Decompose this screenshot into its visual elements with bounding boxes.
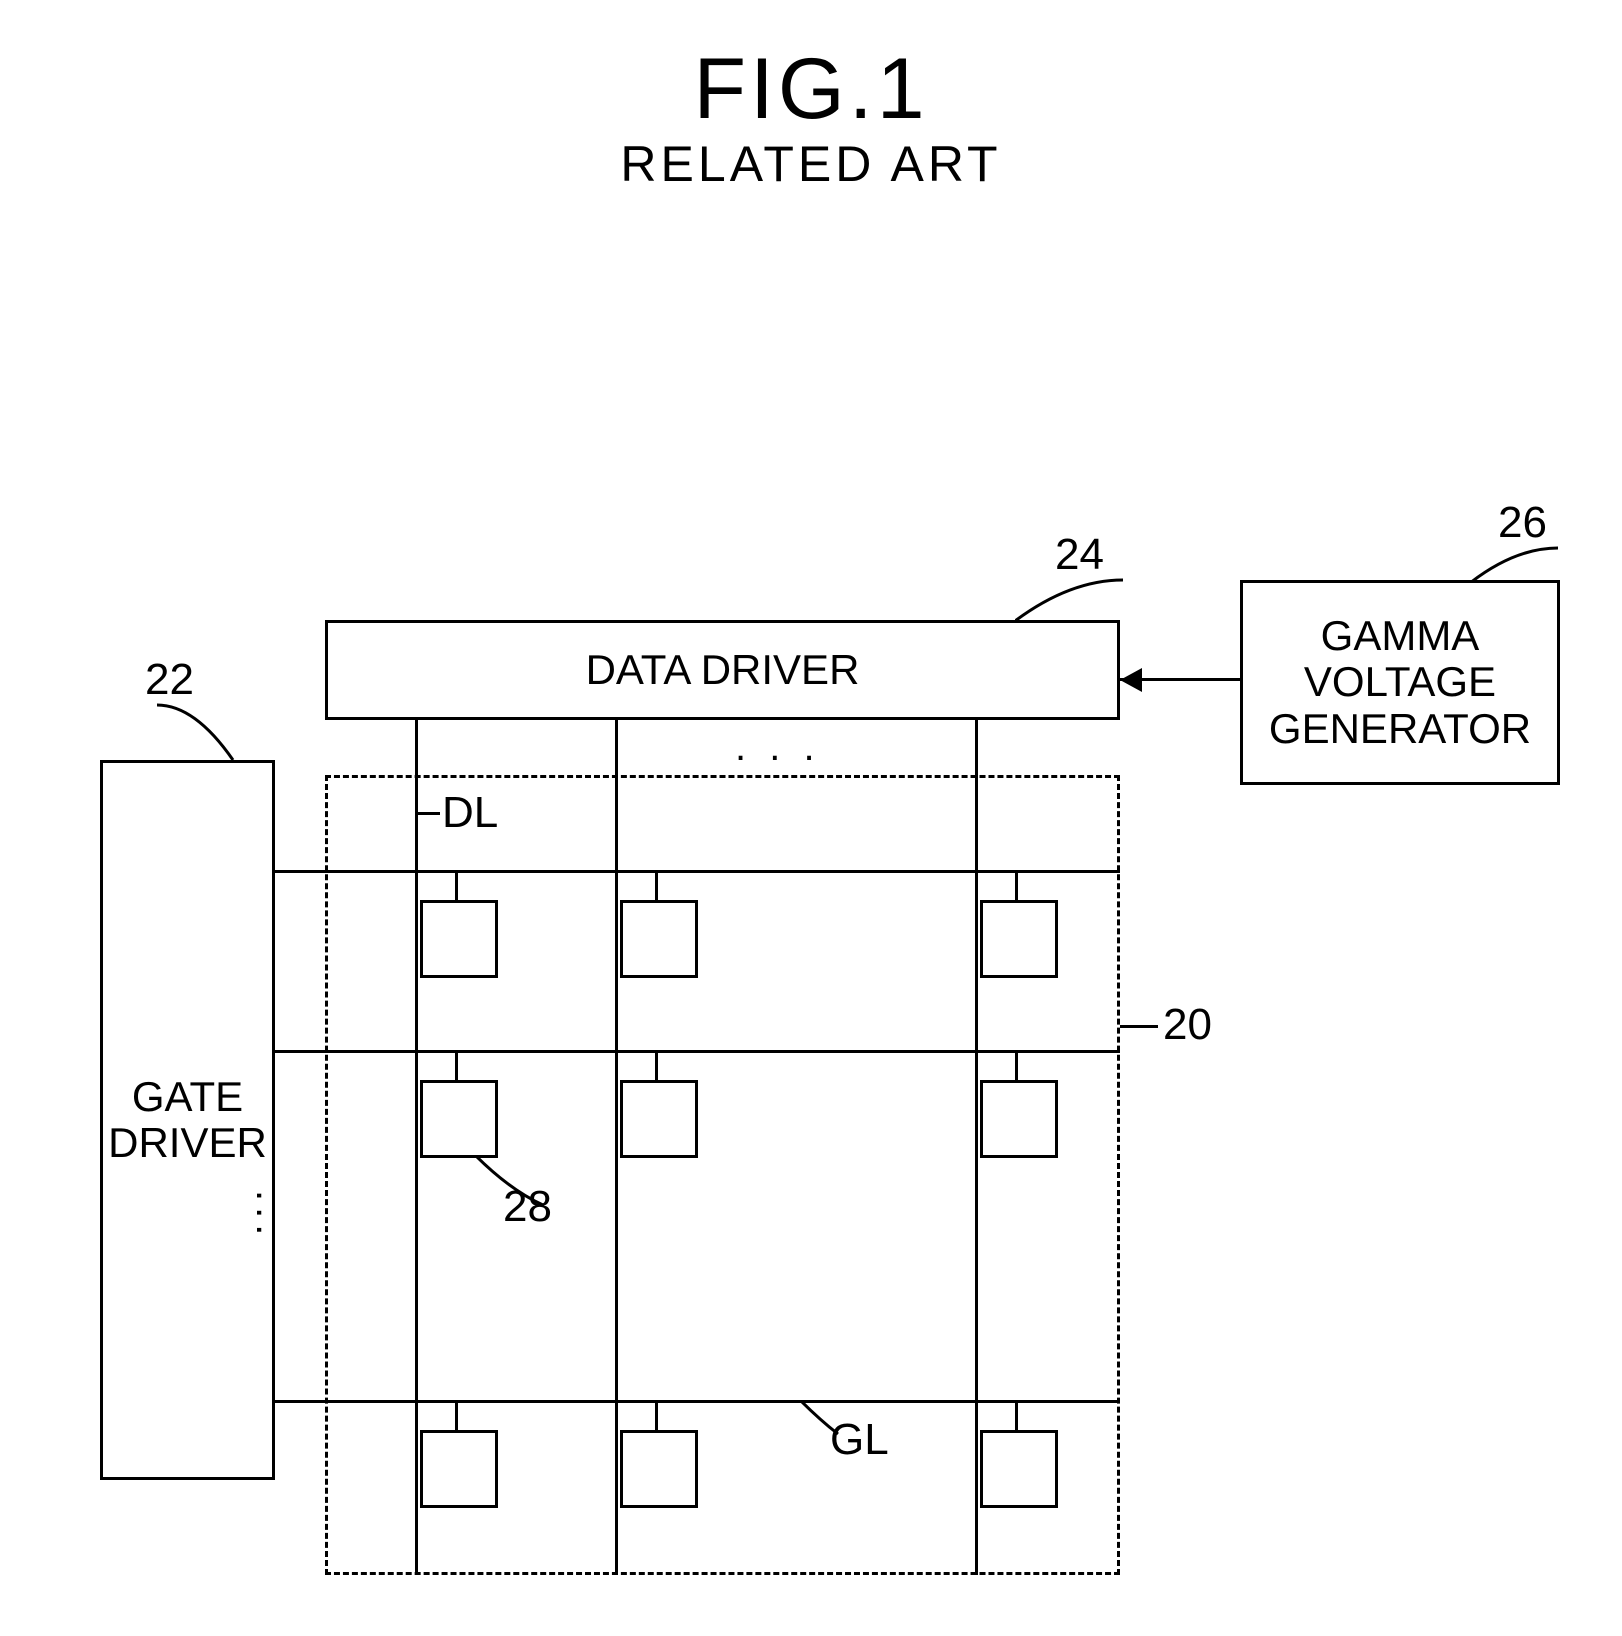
data-line-1 bbox=[415, 720, 418, 1575]
pixel-1-1 bbox=[420, 900, 498, 978]
pixel-stub bbox=[1015, 1050, 1018, 1080]
dots-left: ... bbox=[247, 1190, 292, 1241]
pixel-stub bbox=[655, 1400, 658, 1430]
gamma-label: GAMMA VOLTAGE GENERATOR bbox=[1269, 613, 1531, 752]
leader-22 bbox=[155, 700, 235, 762]
ref-20: 20 bbox=[1163, 1000, 1212, 1050]
pixel-3-3 bbox=[980, 1430, 1058, 1508]
ref-22: 22 bbox=[145, 655, 194, 705]
figure-subtitle: RELATED ART bbox=[620, 135, 1001, 193]
gate-driver-block: GATE DRIVER bbox=[100, 760, 275, 1480]
leader-24 bbox=[1015, 575, 1125, 623]
gamma-voltage-generator-block: GAMMA VOLTAGE GENERATOR bbox=[1240, 580, 1560, 785]
ref-28: 28 bbox=[503, 1182, 552, 1232]
arrow-into-data-driver bbox=[1120, 668, 1142, 692]
data-driver-block: DATA DRIVER bbox=[325, 620, 1120, 720]
pixel-2-3 bbox=[980, 1080, 1058, 1158]
pixel-stub bbox=[1015, 1400, 1018, 1430]
gate-line-1 bbox=[275, 870, 1120, 873]
leader-20 bbox=[1120, 1025, 1158, 1028]
gate-line-3 bbox=[275, 1400, 1120, 1403]
pixel-stub bbox=[655, 1050, 658, 1080]
data-line-2 bbox=[615, 720, 618, 1575]
data-driver-label: DATA DRIVER bbox=[586, 647, 860, 693]
figure-title: FIG.1 bbox=[693, 40, 928, 139]
diagram-canvas: FIG.1 RELATED ART GAMMA VOLTAGE GENERATO… bbox=[0, 0, 1622, 1636]
pixel-stub bbox=[455, 1050, 458, 1080]
pixel-1-3 bbox=[980, 900, 1058, 978]
pixel-3-2 bbox=[620, 1430, 698, 1508]
pixel-3-1 bbox=[420, 1430, 498, 1508]
pixel-stub bbox=[655, 870, 658, 900]
pixel-1-2 bbox=[620, 900, 698, 978]
ref-24: 24 bbox=[1055, 530, 1104, 580]
leader-26 bbox=[1470, 543, 1560, 583]
ref-26: 26 bbox=[1498, 498, 1547, 548]
gate-line-2 bbox=[275, 1050, 1120, 1053]
pixel-stub bbox=[455, 870, 458, 900]
pixel-2-1 bbox=[420, 1080, 498, 1158]
label-dl: DL bbox=[442, 788, 498, 838]
data-line-3 bbox=[975, 720, 978, 1575]
label-gl: GL bbox=[830, 1415, 889, 1465]
dots-top: . . . bbox=[735, 725, 821, 770]
pixel-2-2 bbox=[620, 1080, 698, 1158]
pixel-stub bbox=[1015, 870, 1018, 900]
gate-driver-label: GATE DRIVER bbox=[108, 1074, 267, 1166]
pixel-stub bbox=[455, 1400, 458, 1430]
leader-dl bbox=[418, 812, 440, 815]
